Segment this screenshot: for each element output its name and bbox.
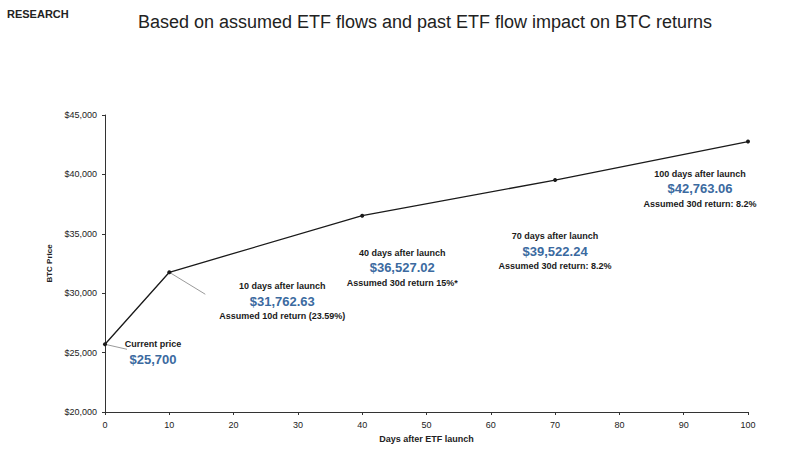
svg-text:30: 30: [293, 420, 303, 430]
svg-text:Days after ETF launch: Days after ETF launch: [379, 434, 474, 444]
svg-text:40: 40: [357, 420, 367, 430]
svg-text:Based on assumed ETF flows and: Based on assumed ETF flows and past ETF …: [138, 12, 712, 32]
svg-text:BTC Price: BTC Price: [45, 244, 54, 283]
svg-text:$20,000: $20,000: [64, 407, 97, 417]
svg-text:$45,000: $45,000: [64, 110, 97, 120]
svg-text:10 days after launch: 10 days after launch: [239, 281, 326, 291]
svg-text:$25,700: $25,700: [130, 352, 177, 367]
svg-text:40 days after launch: 40 days after launch: [359, 248, 446, 258]
svg-text:$40,000: $40,000: [64, 169, 97, 179]
svg-text:$42,763.06: $42,763.06: [667, 181, 732, 196]
svg-text:Assumed 30d return: 8.2%: Assumed 30d return: 8.2%: [643, 199, 756, 209]
svg-text:60: 60: [486, 420, 496, 430]
svg-text:50: 50: [421, 420, 431, 430]
svg-text:10: 10: [164, 420, 174, 430]
svg-text:20: 20: [229, 420, 239, 430]
svg-text:90: 90: [679, 420, 689, 430]
svg-text:80: 80: [614, 420, 624, 430]
svg-text:$35,000: $35,000: [64, 229, 97, 239]
svg-text:$31,762.63: $31,762.63: [250, 294, 315, 309]
svg-text:70 days after launch: 70 days after launch: [512, 231, 599, 241]
svg-text:100: 100: [740, 420, 755, 430]
svg-text:Assumed 30d return 15%*: Assumed 30d return 15%*: [347, 278, 459, 288]
svg-text:100 days after launch: 100 days after launch: [654, 169, 746, 179]
svg-text:Assumed 30d return: 8.2%: Assumed 30d return: 8.2%: [499, 261, 612, 271]
svg-text:$39,522.24: $39,522.24: [523, 244, 589, 259]
svg-text:$36,527.02: $36,527.02: [370, 260, 435, 275]
svg-text:$30,000: $30,000: [64, 288, 97, 298]
svg-text:Assumed 10d return (23.59%): Assumed 10d return (23.59%): [219, 311, 345, 321]
svg-text:0: 0: [102, 420, 107, 430]
svg-text:RESEARCH: RESEARCH: [7, 8, 69, 20]
svg-text:$25,000: $25,000: [64, 348, 97, 358]
svg-text:Current price: Current price: [125, 339, 182, 349]
svg-text:70: 70: [550, 420, 560, 430]
